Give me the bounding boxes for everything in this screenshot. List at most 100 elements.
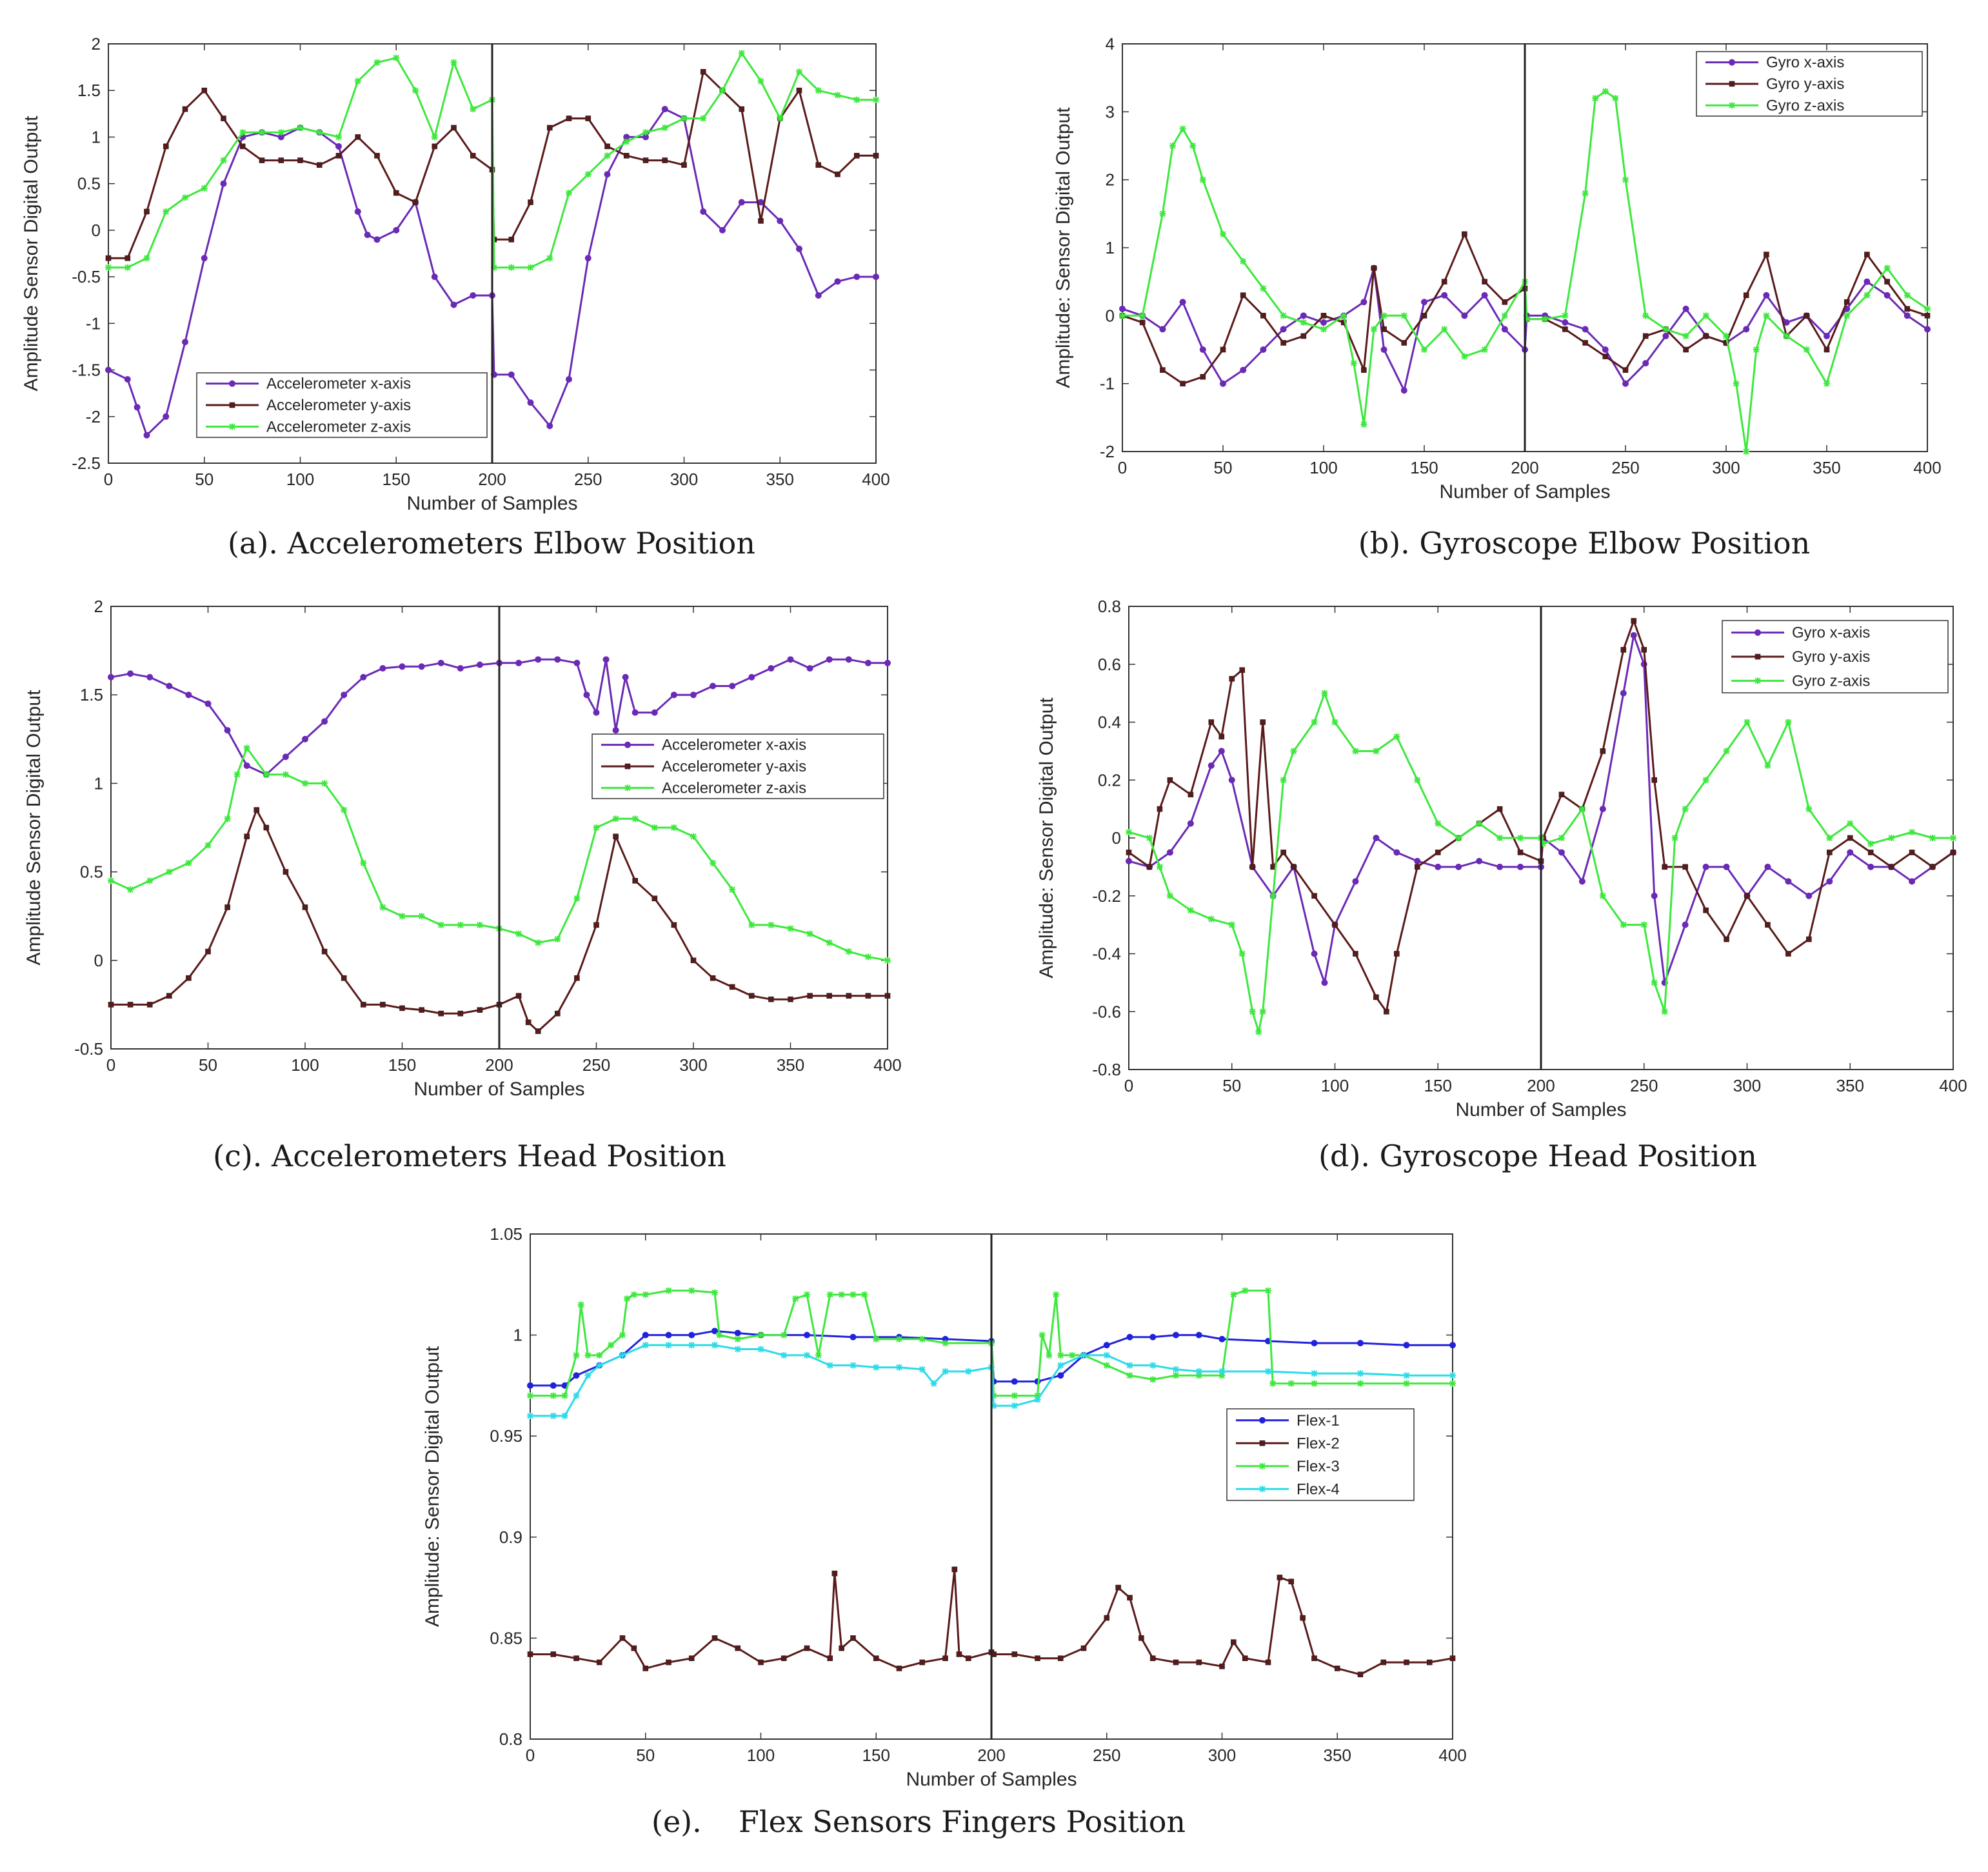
data-point bbox=[1380, 346, 1387, 353]
data-point bbox=[1783, 319, 1790, 326]
data-point bbox=[666, 1659, 671, 1666]
data-point bbox=[826, 939, 833, 946]
data-point bbox=[1173, 1331, 1179, 1339]
data-point bbox=[719, 87, 726, 94]
data-point bbox=[1403, 1372, 1410, 1379]
data-point bbox=[1288, 1578, 1295, 1585]
data-point bbox=[419, 1007, 424, 1013]
legend-label: Gyro z-axis bbox=[1792, 672, 1870, 690]
data-point bbox=[642, 129, 649, 136]
data-point bbox=[665, 1342, 672, 1349]
data-point bbox=[412, 199, 419, 205]
data-point bbox=[1602, 88, 1609, 95]
data-point bbox=[1126, 1333, 1133, 1340]
data-point bbox=[1764, 252, 1769, 257]
y-axis-label: Amplitude Sensor Digital Output bbox=[21, 115, 42, 392]
data-point bbox=[919, 1659, 926, 1666]
data-point bbox=[622, 673, 629, 681]
data-point bbox=[259, 157, 265, 163]
data-point bbox=[671, 922, 677, 928]
data-point bbox=[566, 190, 572, 197]
data-point bbox=[243, 744, 250, 752]
data-point bbox=[807, 993, 813, 999]
data-point bbox=[476, 661, 483, 668]
data-point bbox=[1156, 863, 1163, 870]
data-point bbox=[457, 1010, 464, 1017]
data-point bbox=[1080, 1351, 1087, 1359]
legend-marker bbox=[1259, 1486, 1266, 1493]
data-point bbox=[515, 659, 522, 666]
data-point bbox=[631, 815, 639, 822]
data-point bbox=[735, 1645, 741, 1651]
data-point bbox=[144, 208, 150, 215]
data-point bbox=[431, 274, 438, 281]
data-point bbox=[1496, 835, 1504, 841]
data-point bbox=[1381, 326, 1387, 332]
data-point bbox=[1138, 1635, 1144, 1641]
data-point bbox=[108, 673, 114, 681]
data-point bbox=[990, 1402, 997, 1409]
data-point bbox=[1847, 849, 1854, 856]
data-point bbox=[1334, 1666, 1340, 1671]
x-axis-label: Number of Samples bbox=[406, 493, 577, 514]
legend-marker bbox=[1754, 629, 1761, 636]
data-point bbox=[1414, 777, 1421, 784]
data-point bbox=[665, 1287, 672, 1294]
data-point bbox=[1517, 835, 1524, 841]
data-point bbox=[355, 134, 361, 140]
data-point bbox=[688, 1331, 695, 1339]
x-tick-label: 50 bbox=[636, 1746, 655, 1765]
data-point bbox=[335, 143, 342, 150]
series-accelerometer-z-axis bbox=[108, 744, 891, 964]
data-point bbox=[700, 115, 707, 122]
data-point bbox=[619, 1635, 626, 1641]
data-point bbox=[1435, 850, 1441, 855]
data-point bbox=[277, 134, 284, 141]
data-point bbox=[1682, 864, 1688, 870]
data-point bbox=[896, 1364, 902, 1371]
data-point bbox=[585, 115, 591, 121]
data-point bbox=[804, 1291, 810, 1298]
data-point bbox=[1723, 863, 1730, 870]
data-point bbox=[1242, 1655, 1248, 1662]
data-point bbox=[1441, 326, 1448, 333]
data-point bbox=[573, 1351, 580, 1359]
data-point bbox=[146, 1002, 153, 1008]
data-point bbox=[1620, 921, 1627, 928]
data-point bbox=[437, 659, 444, 666]
data-point bbox=[965, 1655, 971, 1662]
data-point bbox=[1265, 1368, 1271, 1375]
x-tick-label: 100 bbox=[286, 470, 314, 489]
data-point bbox=[1461, 353, 1468, 360]
data-point bbox=[596, 1351, 603, 1359]
legend-label: Flex-4 bbox=[1297, 1480, 1340, 1498]
data-point bbox=[1011, 1392, 1018, 1399]
series-line bbox=[110, 658, 888, 776]
data-point bbox=[1743, 326, 1750, 333]
data-point bbox=[438, 1010, 444, 1017]
data-point bbox=[1620, 690, 1627, 697]
x-tick-label: 150 bbox=[1424, 1076, 1452, 1095]
data-point bbox=[1269, 1380, 1277, 1387]
data-point bbox=[930, 1380, 937, 1387]
data-point bbox=[379, 904, 386, 911]
data-point bbox=[1280, 312, 1287, 319]
data-point bbox=[1311, 1380, 1318, 1387]
data-point bbox=[1847, 820, 1854, 827]
data-point bbox=[804, 1351, 810, 1359]
x-tick-label: 50 bbox=[199, 1055, 217, 1075]
data-point bbox=[1173, 1659, 1179, 1666]
legend-label: Accelerometer x-axis bbox=[266, 375, 411, 393]
data-point bbox=[826, 1362, 833, 1369]
data-point bbox=[815, 292, 822, 299]
data-point bbox=[1139, 319, 1146, 326]
x-tick-label: 0 bbox=[526, 1746, 535, 1765]
data-point bbox=[508, 371, 515, 378]
data-point bbox=[399, 663, 406, 670]
data-point bbox=[1126, 1372, 1133, 1379]
data-point bbox=[711, 1342, 718, 1349]
data-point bbox=[1682, 332, 1689, 339]
data-point bbox=[1357, 1671, 1364, 1678]
data-point bbox=[815, 162, 822, 168]
data-point bbox=[1703, 907, 1709, 913]
